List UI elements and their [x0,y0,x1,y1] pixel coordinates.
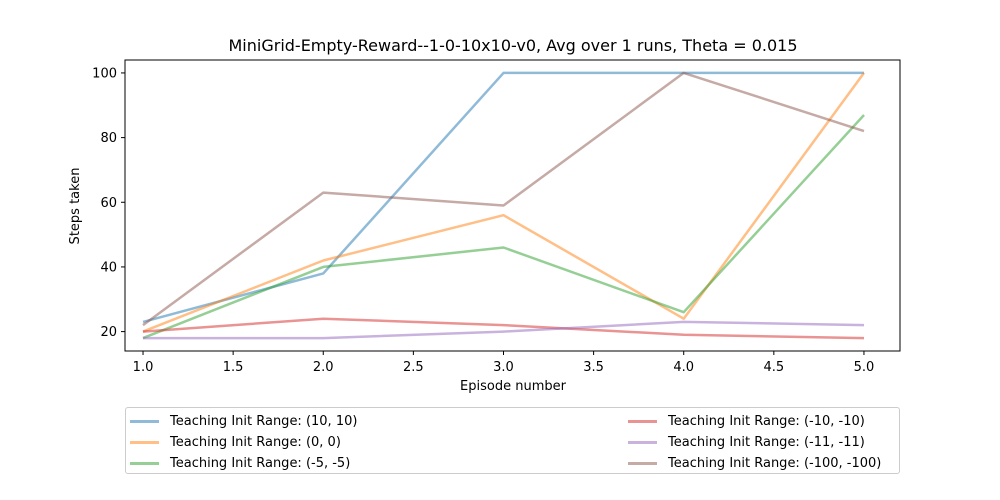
legend-item: Teaching Init Range: (-5, -5) [130,453,350,473]
x-tick-label: 2.5 [403,360,424,375]
legend-item: Teaching Init Range: (0, 0) [130,432,341,452]
y-tick-label: 20 [100,325,117,340]
legend-label: Teaching Init Range: (-11, -11) [668,434,865,450]
legend-item: Teaching Init Range: (-100, -100) [628,453,881,473]
legend-label: Teaching Init Range: (-100, -100) [668,455,882,471]
plot-area [124,59,901,352]
series-line-1 [142,72,866,333]
series-line-4 [143,320,865,340]
x-tick-label: 2.0 [313,360,334,375]
x-tick-label: 4.0 [673,360,694,375]
legend-swatch [130,419,159,423]
series-line-2 [142,114,865,340]
x-tick-label: 3.5 [583,360,604,375]
x-tick-label: 1.5 [223,360,244,375]
legend-label: Teaching Init Range: (10, 10) [170,413,358,429]
x-tick-label: 1.0 [133,360,154,375]
series-line-5 [142,71,865,327]
chart-title: MiniGrid-Empty-Reward--1-0-10x10-v0, Avg… [229,36,798,55]
x-tick-label: 4.5 [763,360,784,375]
y-tick-label: 100 [92,66,117,81]
y-axis-label: Steps taken [68,168,83,245]
legend-swatch [628,461,657,465]
legend-label: Teaching Init Range: (-5, -5) [170,455,351,471]
legend-item: Teaching Init Range: (-11, -11) [628,432,865,452]
x-axis-label: Episode number [460,379,567,394]
series-line-3 [142,317,865,340]
legend-swatch [628,440,657,444]
y-axis: 20 40 60 80 100 [92,66,125,340]
y-tick-label: 60 [100,196,117,211]
legend-label: Teaching Init Range: (0, 0) [170,434,341,450]
x-axis: 1.0 1.5 2.0 2.5 3.0 3.5 4.0 4.5 5.0 [133,351,875,375]
y-tick-label: 40 [100,260,117,275]
x-tick-label: 5.0 [854,360,875,375]
legend-swatch [628,419,657,423]
y-tick-label: 80 [100,131,117,146]
legend-swatch [130,440,159,444]
x-tick-label: 3.0 [493,360,514,375]
series-layer [142,71,866,340]
legend: Teaching Init Range: (10, 10) Teaching In… [125,407,900,474]
series-line-0 [142,71,864,324]
legend-swatch [130,461,159,465]
legend-item: Teaching Init Range: (10, 10) [130,411,357,431]
legend-item: Teaching Init Range: (-10, -10) [628,411,865,431]
legend-label: Teaching Init Range: (-10, -10) [668,413,865,429]
